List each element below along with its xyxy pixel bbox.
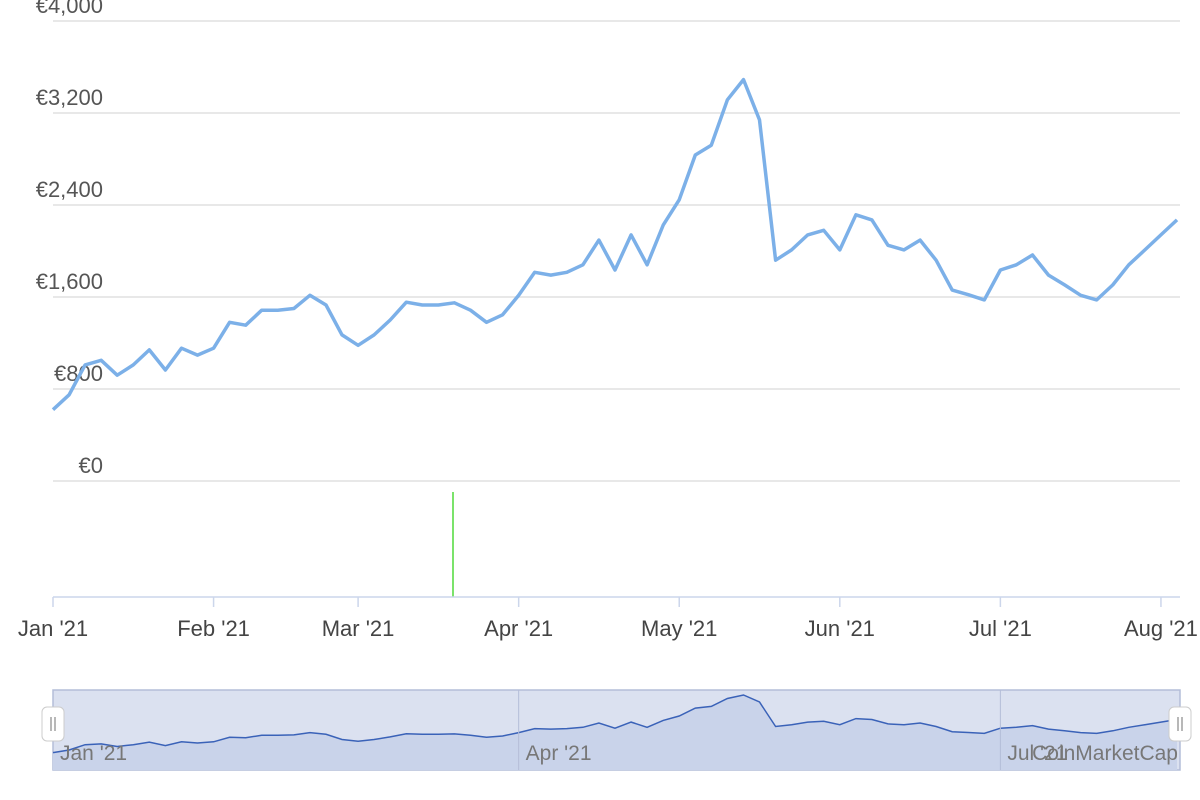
x-tick-label: Feb '21 — [177, 616, 250, 641]
x-tick-label: Jul '21 — [969, 616, 1032, 641]
navigator-area — [53, 695, 1177, 770]
x-tick-label: Jun '21 — [805, 616, 875, 641]
x-tick-label: Mar '21 — [322, 616, 395, 641]
navigator-label: Apr '21 — [526, 742, 592, 765]
x-tick-label: Aug '21 — [1124, 616, 1198, 641]
handle-grip — [1177, 717, 1183, 731]
navigator-handle[interactable] — [41, 706, 65, 742]
y-tick-label: €2,400 — [36, 177, 103, 202]
y-tick-label: €1,600 — [36, 269, 103, 294]
y-tick-label: €0 — [79, 453, 103, 478]
handle-grip — [50, 717, 56, 731]
y-tick-label: €3,200 — [36, 85, 103, 110]
watermark: CoinMarketCap — [1032, 742, 1178, 765]
x-tick-label: May '21 — [641, 616, 717, 641]
navigator-line — [52, 694, 1178, 754]
x-tick-label: Apr '21 — [484, 616, 553, 641]
x-tick-label: Jan '21 — [18, 616, 88, 641]
price-line — [51, 77, 1179, 411]
navigator-label: Jul '21 — [1007, 742, 1067, 765]
navigator-handle[interactable] — [1168, 706, 1192, 742]
y-tick-label: €4,000 — [36, 0, 103, 18]
navigator-label: Jan '21 — [60, 742, 127, 765]
